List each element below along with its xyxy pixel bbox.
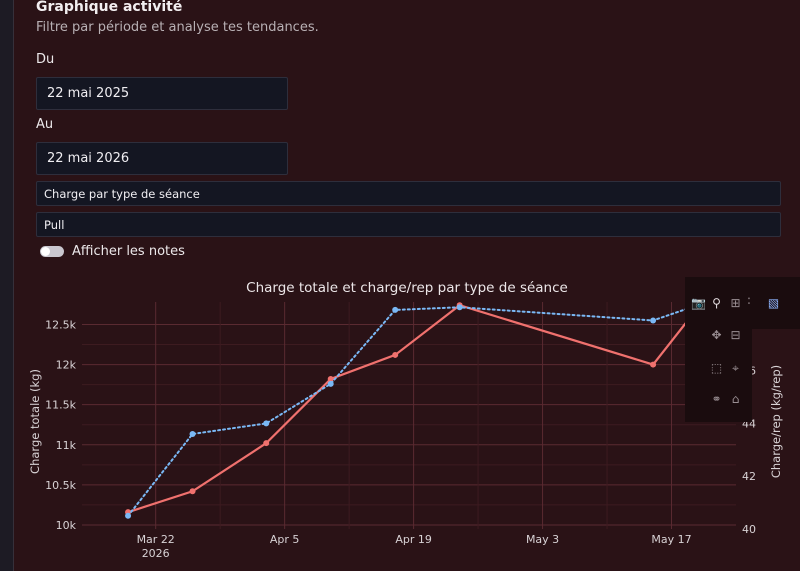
from-date-input[interactable]: 22 mai 2025 (36, 77, 288, 110)
pan-icon[interactable]: ✥ (711, 328, 722, 342)
charge-rep-point[interactable] (263, 420, 270, 427)
x-year-label: 2026 (142, 547, 170, 560)
bar-chart-icon[interactable]: ▧ (767, 296, 780, 310)
chart-type-select[interactable]: Charge par type de séance (36, 181, 781, 206)
x-tick-label: May 17 (651, 533, 691, 546)
to-label: Au (36, 117, 54, 132)
total-charge-point[interactable] (263, 440, 270, 447)
select-box-icon[interactable]: ⬚ (710, 361, 723, 375)
y-tick-label: 12k (56, 359, 77, 372)
y-axis-title: Charge totale (kg) (28, 369, 42, 474)
chart-modebar-extra: ▧ (752, 277, 800, 329)
chart-title: Charge totale et charge/rep par type de … (246, 280, 568, 296)
x-tick-label: Apr 19 (395, 533, 432, 546)
charge-rep-point[interactable] (650, 317, 657, 324)
session-type-select[interactable]: Pull (36, 212, 781, 237)
toggle-knob (41, 247, 50, 256)
y-tick-label: 11.5k (45, 399, 76, 412)
charge-rep-point[interactable] (327, 380, 334, 387)
zoom-in-icon[interactable]: ⊞ (730, 296, 741, 310)
home-icon[interactable]: ⌂ (731, 392, 740, 406)
page-title: Graphique activité (36, 0, 183, 15)
chart-container: Charge totale et charge/rep par type de … (14, 270, 800, 571)
reset-axes-icon[interactable]: ⌖ (732, 361, 739, 375)
x-tick-label: Mar 22 (137, 533, 175, 546)
notes-toggle-row: Afficher les notes (40, 244, 185, 259)
charge-rep-point[interactable] (189, 430, 196, 437)
activity-panel: Graphique activité Filtre par période et… (14, 0, 800, 571)
total-charge-point[interactable] (327, 376, 334, 383)
chart-svg[interactable]: Charge totale et charge/rep par type de … (14, 270, 800, 571)
zoom-icon[interactable]: ⚲ (712, 296, 721, 310)
y-tick-label: 10.5k (45, 479, 76, 492)
total-charge-point[interactable] (189, 488, 196, 495)
y-tick-label: 11k (56, 439, 77, 452)
chart-modebar: 📷 ⚲ ⊞ ∷ ✥ ⊟ ⬚ ⌖ ⚭ ⌂ (685, 277, 755, 422)
total-charge-point[interactable] (650, 361, 657, 368)
total-charge-point[interactable] (392, 351, 399, 358)
page-subtitle: Filtre par période et analyse tes tendan… (36, 20, 319, 35)
total-charge-line (127, 303, 701, 514)
camera-icon[interactable]: 📷 (691, 296, 706, 310)
charge-rep-point[interactable] (456, 304, 463, 311)
y-tick-label: 10k (56, 519, 77, 532)
zoom-out-icon[interactable]: ⊟ (730, 328, 741, 342)
y2-axis-title: Charge/rep (kg/rep) (769, 365, 783, 478)
charge-rep-point[interactable] (392, 306, 399, 313)
to-date-input[interactable]: 22 mai 2026 (36, 142, 288, 175)
from-label: Du (36, 52, 55, 67)
x-tick-label: May 3 (526, 533, 559, 546)
y-tick-label: 12.5k (45, 318, 76, 331)
notes-toggle[interactable] (40, 246, 64, 257)
autoscale-icon[interactable]: ∷ (744, 294, 759, 309)
notes-toggle-label: Afficher les notes (72, 244, 185, 259)
y2-tick-label: 40 (742, 523, 756, 536)
charge-rep-line (127, 303, 701, 517)
x-tick-label: Apr 5 (270, 533, 300, 546)
left-rail (0, 0, 14, 571)
y2-tick-label: 42 (742, 470, 756, 483)
charge-rep-point[interactable] (125, 512, 132, 519)
lasso-icon[interactable]: ⚭ (711, 392, 722, 406)
